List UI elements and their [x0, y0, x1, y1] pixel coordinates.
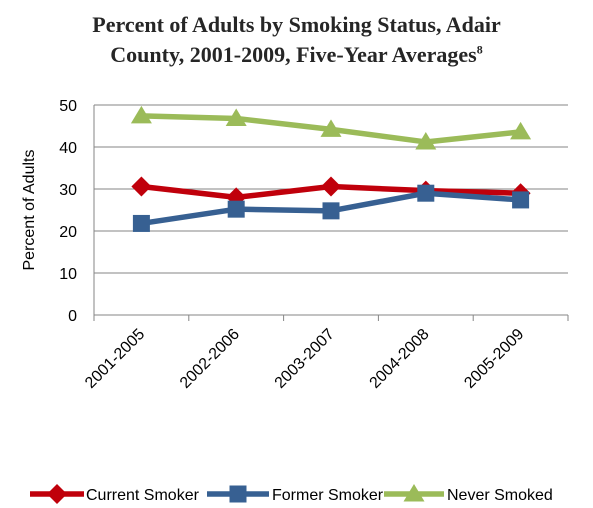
y-tick-label: 50: [59, 98, 77, 115]
y-tick-label: 10: [59, 266, 77, 283]
data-point-never-smoked: [510, 121, 532, 140]
data-point-never-smoked: [225, 108, 247, 126]
y-tick-label: 30: [59, 182, 77, 199]
data-point-never-smoked: [415, 131, 437, 150]
x-tick-label: 2005-2009: [461, 326, 527, 392]
data-point-former-smoker: [417, 184, 435, 202]
y-axis-title: Percent of Adults: [21, 150, 38, 271]
legend-label-former-smoker: Former Smoker: [272, 487, 384, 504]
data-point-former-smoker: [322, 202, 340, 220]
legend-marker-former-smoker: [229, 485, 247, 503]
chart-title-line1: Percent of Adults by Smoking Status, Ada…: [92, 12, 501, 37]
y-tick-label: 0: [68, 308, 77, 325]
y-tick-label: 40: [59, 140, 77, 157]
data-point-current-smoker: [321, 176, 341, 197]
x-tick-label: 2004-2008: [367, 326, 433, 392]
chart-title: Percent of Adults by Smoking Status, Ada…: [0, 10, 593, 70]
legend-label-never-smoked: Never Smoked: [447, 487, 553, 504]
data-point-current-smoker: [131, 176, 152, 197]
data-point-former-smoker: [227, 200, 245, 218]
x-tick-label: 2002-2006: [177, 326, 243, 392]
data-point-never-smoked: [130, 105, 152, 124]
data-point-former-smoker: [132, 214, 150, 232]
legend-marker-never-smoked: [403, 484, 425, 502]
chart-title-footnote: 8: [476, 42, 483, 57]
chart-title-line2: County, 2001-2009, Five-Year Averages: [110, 42, 477, 67]
data-point-never-smoked: [320, 119, 342, 137]
legend-marker-current-smoker: [47, 484, 67, 504]
legend-label-current-smoker: Current Smoker: [86, 487, 200, 504]
x-tick-label: 2003-2007: [272, 326, 338, 392]
data-point-former-smoker: [512, 191, 530, 209]
x-tick-label: 2001-2005: [82, 326, 148, 392]
y-tick-label: 20: [59, 224, 77, 241]
